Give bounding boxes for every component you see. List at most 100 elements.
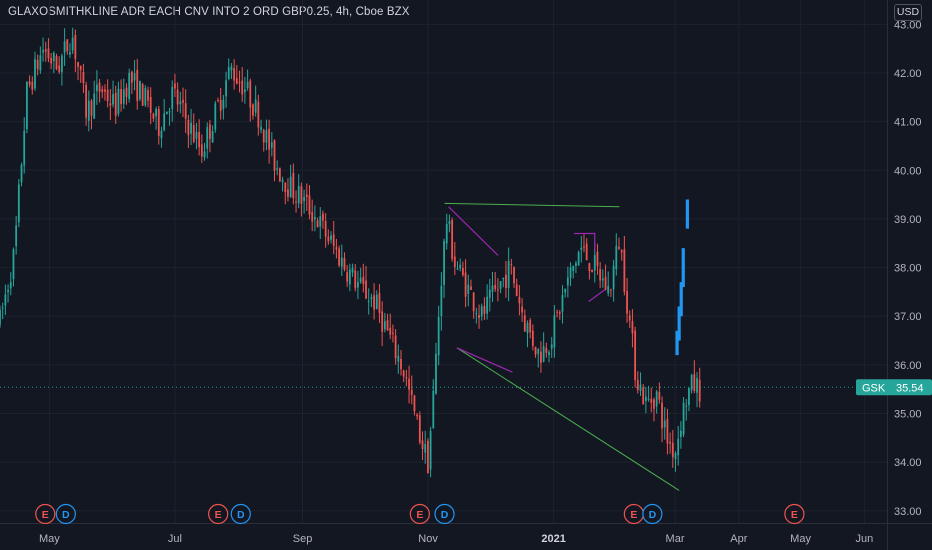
candle-body xyxy=(219,99,222,111)
price-tick-label: 39.00 xyxy=(894,214,922,226)
candle-body xyxy=(157,108,160,136)
candle-body xyxy=(4,294,7,306)
candle-body xyxy=(214,103,217,130)
candle-body xyxy=(526,323,529,333)
dividend-marker[interactable]: D xyxy=(230,503,251,525)
pattern-line xyxy=(456,347,513,373)
event-circle xyxy=(35,503,56,525)
candle-body xyxy=(698,379,701,402)
earnings-marker[interactable]: E xyxy=(35,503,56,525)
candle-body xyxy=(330,235,332,240)
projection-bar xyxy=(681,248,685,288)
candle-body xyxy=(507,260,510,288)
candle-body xyxy=(435,353,437,394)
candle-body xyxy=(36,59,39,70)
last-price-symbol: GSK xyxy=(862,382,886,394)
candle-body xyxy=(577,252,580,266)
pattern-line xyxy=(574,232,596,251)
candle-body xyxy=(34,59,36,89)
price-tick-label: 35.00 xyxy=(894,409,922,421)
candle-body xyxy=(278,168,281,182)
candle-body xyxy=(26,81,28,130)
candle-body xyxy=(669,441,672,444)
currency-button[interactable]: USD xyxy=(894,4,922,21)
candle-body xyxy=(405,377,408,379)
candle-body xyxy=(607,285,610,294)
candle-body xyxy=(437,317,440,356)
candle-body xyxy=(359,277,362,283)
time-tick-label: May xyxy=(39,533,60,545)
candle-body xyxy=(174,83,176,89)
earnings-marker[interactable]: E xyxy=(623,503,644,525)
candle-body xyxy=(540,351,542,363)
dividend-marker[interactable]: D xyxy=(642,503,663,525)
candle-body xyxy=(400,358,402,370)
candle-body xyxy=(397,355,400,362)
price-tick-label: 33.00 xyxy=(894,506,922,518)
candle-body xyxy=(518,296,521,304)
candle-body xyxy=(28,81,31,85)
dividend-marker[interactable]: D xyxy=(434,503,455,525)
earnings-marker[interactable]: E xyxy=(208,503,229,525)
candle-body xyxy=(276,168,279,170)
candle-body xyxy=(642,387,645,405)
candle-body xyxy=(152,113,155,119)
candle-body xyxy=(139,81,141,100)
candle-body xyxy=(7,289,9,293)
candle-body xyxy=(303,196,306,202)
candle-body xyxy=(394,335,397,359)
candle-body xyxy=(308,195,311,215)
candle-body xyxy=(209,124,211,139)
candle-body xyxy=(553,314,556,348)
candle-body xyxy=(696,378,698,393)
earnings-marker[interactable]: E xyxy=(409,503,430,525)
candle-body xyxy=(483,305,486,314)
candle-body xyxy=(235,78,238,84)
candle-body xyxy=(459,264,462,269)
candle-body xyxy=(47,48,50,59)
candle-body xyxy=(601,278,604,281)
candle-body xyxy=(666,418,669,444)
projection-bar xyxy=(675,330,679,356)
candle-body xyxy=(685,405,688,407)
candle-body xyxy=(58,65,61,72)
earnings-marker[interactable]: E xyxy=(784,503,805,525)
candle-body xyxy=(346,272,349,282)
candle-body xyxy=(432,390,435,429)
event-label: E xyxy=(215,509,222,521)
candle-body xyxy=(618,247,620,249)
candle-body xyxy=(98,82,101,92)
candle-body xyxy=(182,99,184,103)
candle-body xyxy=(494,284,497,290)
candle-body xyxy=(71,37,74,51)
candle-body xyxy=(295,201,297,203)
event-circle xyxy=(55,503,76,525)
time-tick-label: May xyxy=(790,533,811,545)
candle-body xyxy=(357,281,359,288)
dividend-marker[interactable]: D xyxy=(55,503,76,525)
candle-body xyxy=(222,99,225,110)
candle-body xyxy=(575,263,577,266)
candle-body xyxy=(42,50,44,53)
candle-body xyxy=(663,420,666,428)
candle-body xyxy=(1,307,4,309)
candle-body xyxy=(168,111,171,113)
candle-body xyxy=(370,297,373,300)
candle-body xyxy=(644,396,647,402)
candle-body xyxy=(77,61,79,67)
candle-body xyxy=(144,87,147,106)
candle-body xyxy=(265,130,268,143)
candle-body xyxy=(424,444,427,453)
candle-body xyxy=(413,395,416,412)
price-tick-label: 42.00 xyxy=(894,68,922,80)
event-circle xyxy=(642,503,663,525)
candle-body xyxy=(561,294,564,312)
time-tick-label: Sep xyxy=(293,533,313,545)
candle-body xyxy=(451,219,454,260)
candle-body xyxy=(389,327,392,335)
candle-body xyxy=(149,97,152,113)
price-tick-label: 43.00 xyxy=(894,19,922,31)
candle-body xyxy=(95,84,98,91)
candle-body xyxy=(583,246,585,248)
